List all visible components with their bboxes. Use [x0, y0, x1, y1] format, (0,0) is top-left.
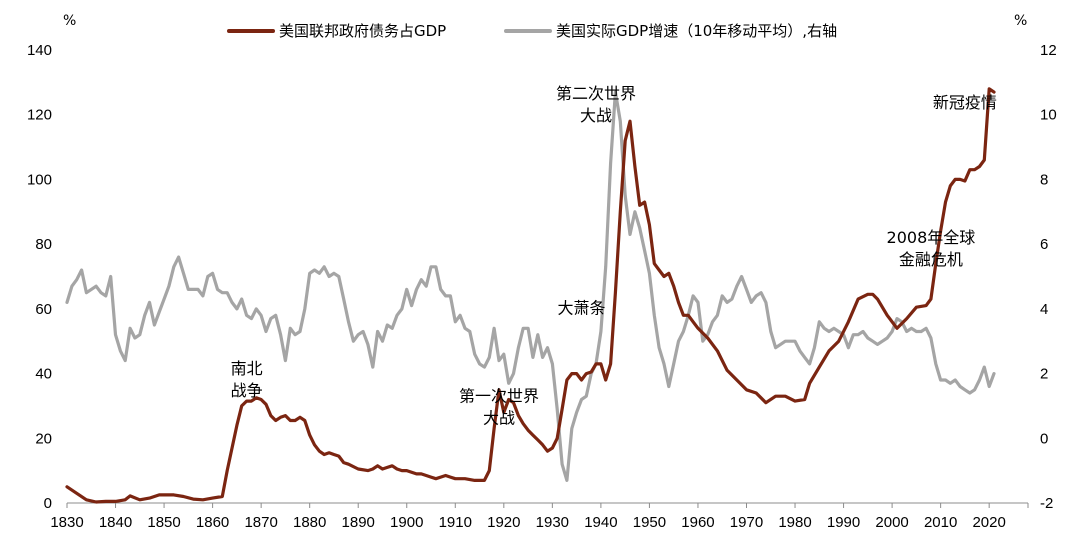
x-tick-label: 1920	[487, 514, 520, 531]
y-left-tick-label: 0	[44, 495, 52, 512]
y-right-tick-label: 10	[1040, 107, 1057, 124]
x-tick-label: 2000	[875, 514, 908, 531]
y-left-ticks: 0 20 40 60 80 100 120 140	[27, 42, 52, 512]
annotation-label: 南北	[231, 359, 263, 378]
annotation-label: 大战	[580, 106, 612, 125]
plot-series	[65, 87, 996, 504]
x-tick-label: 1960	[681, 514, 714, 531]
annotation-label: 第一次世界	[459, 387, 539, 406]
annotation-label: 大战	[483, 409, 515, 428]
left-axis-unit: %	[63, 13, 76, 29]
x-tick-label: 1900	[390, 514, 423, 531]
annotation-label: 2008年全球	[887, 228, 976, 247]
x-tick-label: 1830	[50, 514, 83, 531]
x-tick-label: 2010	[924, 514, 957, 531]
x-tick-label: 2020	[972, 514, 1005, 531]
legend-label-gdp-growth: 美国实际GDP增速（10年移动平均）,右轴	[556, 22, 837, 40]
legend-label-debt: 美国联邦政府债务占GDP	[279, 22, 446, 40]
y-right-tick-label: -2	[1040, 495, 1053, 512]
x-tick-label: 1850	[147, 514, 180, 531]
y-left-tick-label: 60	[35, 301, 52, 318]
annotation-label: 战争	[231, 381, 263, 400]
x-tick-label: 1990	[827, 514, 860, 531]
y-left-tick-label: 80	[35, 236, 52, 253]
x-tick-label: 1860	[196, 514, 229, 531]
annotation-label: 第二次世界	[556, 84, 636, 103]
x-tick-label: 1970	[730, 514, 763, 531]
x-tick-label: 1910	[439, 514, 472, 531]
x-tick-label: 1880	[293, 514, 326, 531]
series-line-debt	[65, 87, 996, 504]
y-left-tick-label: 120	[27, 107, 52, 124]
x-axis: 1830 1840 1850 1860 1870 1880 1890 1900 1910 1920…	[50, 502, 1029, 531]
y-right-tick-label: 8	[1040, 171, 1048, 188]
x-tick-label: 1940	[584, 514, 617, 531]
y-right-tick-label: 12	[1040, 42, 1057, 59]
x-tick-label: 1980	[778, 514, 811, 531]
y-left-tick-label: 100	[27, 171, 52, 188]
annotation-label: 金融危机	[899, 250, 963, 269]
y-left-tick-label: 140	[27, 42, 52, 59]
x-tick-label: 1870	[244, 514, 277, 531]
y-right-ticks: -2 0 2 4 6 8 10 12	[1040, 42, 1057, 512]
y-right-tick-label: 6	[1040, 236, 1048, 253]
y-left-tick-label: 40	[35, 366, 52, 383]
legend: 美国联邦政府债务占GDP 美国实际GDP增速（10年移动平均）,右轴	[227, 22, 837, 40]
y-left-tick-label: 20	[35, 430, 52, 447]
series-line-gdp-growth	[65, 90, 996, 482]
y-right-tick-label: 2	[1040, 366, 1048, 383]
right-axis-unit: %	[1014, 13, 1027, 29]
x-tick-label: 1950	[633, 514, 666, 531]
annotation-label: 新冠疫情	[933, 93, 997, 112]
annotation-label: 大萧条	[557, 299, 605, 318]
y-right-tick-label: 4	[1040, 301, 1048, 318]
x-tick-label: 1930	[536, 514, 569, 531]
y-right-tick-label: 0	[1040, 430, 1048, 447]
x-tick-label: 1890	[342, 514, 375, 531]
x-tick-label: 1840	[99, 514, 132, 531]
